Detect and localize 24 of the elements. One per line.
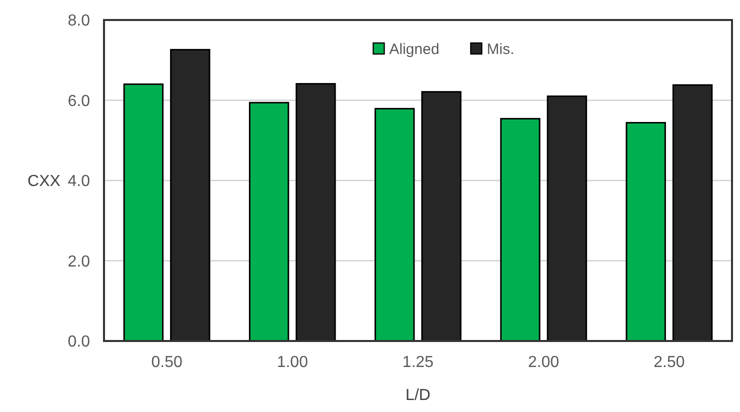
bar [672, 84, 713, 342]
bar [296, 83, 336, 342]
y-tick-label: 4.0 [68, 173, 90, 190]
y-tick-label: 2.0 [68, 253, 90, 270]
x-tick-label: 2.00 [528, 354, 560, 371]
x-tick-label: 1.00 [276, 354, 308, 371]
bar [170, 48, 210, 342]
bar [123, 83, 164, 342]
x-tick-label: 0.50 [151, 354, 182, 371]
bar [374, 108, 415, 342]
bar [546, 95, 588, 342]
y-tick-label: 8.0 [68, 12, 90, 30]
y-axis-title: CXX [28, 173, 61, 190]
bar [248, 102, 290, 342]
bar [500, 118, 540, 342]
legend-label: Mis. [486, 41, 514, 58]
bar [421, 91, 462, 342]
y-tick-label: 0.0 [68, 334, 90, 351]
y-tick-label: 6.0 [68, 92, 90, 110]
legend-label: Aligned [389, 41, 440, 58]
x-tick-label: 2.50 [654, 354, 685, 371]
x-axis-title: L/D [406, 387, 430, 404]
bar [626, 122, 666, 342]
x-tick-label: 1.25 [402, 354, 434, 371]
